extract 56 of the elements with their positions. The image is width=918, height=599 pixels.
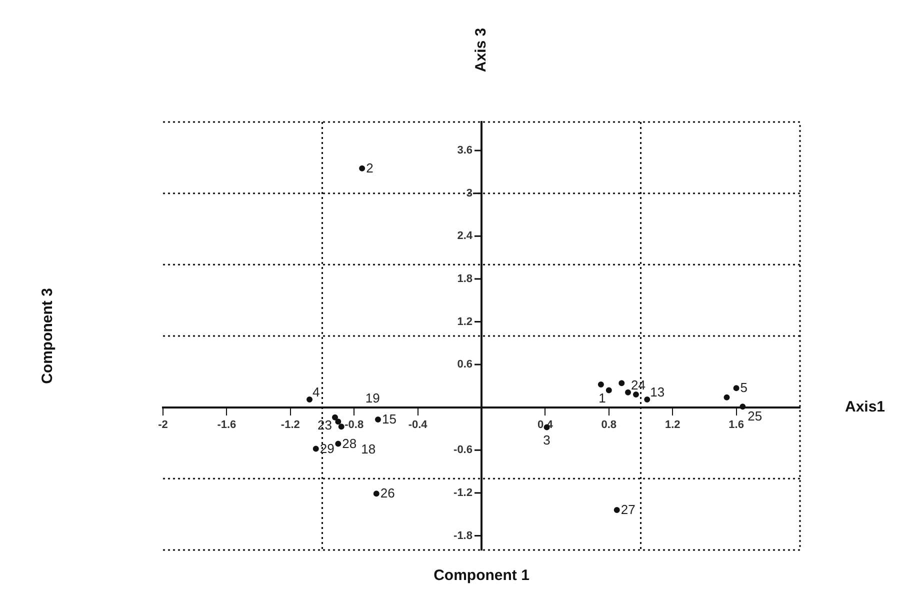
annotation: 26 [380,486,395,501]
x-tick-label: -0.4 [408,418,428,431]
annotation: 24 [631,377,646,392]
point [306,396,313,402]
text: Axis 3 [472,28,490,72]
point [632,391,639,398]
x-tick-label: 1.2 [664,418,680,431]
annotation: 15 [382,412,396,427]
y-tick-label: -1.8 [454,530,472,542]
annotation: 2 [366,160,374,176]
point [374,416,381,422]
annotation: 25 [748,408,762,424]
point [740,404,746,410]
point [644,396,650,402]
y-tick-label: 2.4 [457,230,474,242]
y-tick-label: 1.2 [457,316,472,328]
point [335,440,342,447]
annotation: 5 [740,380,748,396]
text: Axis1 [845,398,886,416]
x-tick-label: 0.8 [601,418,617,431]
x-tick-label: -2 [158,418,168,431]
annotation: 28 [342,436,357,451]
annotation: 3 [543,432,550,448]
annotation: 19 [365,390,380,406]
annotation: 4 [312,384,320,400]
y-tick-label: -0.6 [454,444,472,456]
point [614,507,620,514]
point [598,382,604,388]
y-tick-label: 0.6 [457,358,472,371]
y-tick-label: -1.2 [454,486,472,499]
point [359,165,366,172]
annotation: 29 [320,440,334,456]
y-tick-label: 3.6 [457,144,472,157]
x-axis-title: Component 1 [434,567,530,584]
annotation: 23 [318,417,332,432]
x-tick-label: -0.8 [344,418,364,431]
y-tick-label: 3 [466,187,472,200]
annotation: 1 [598,390,606,406]
point [625,389,632,396]
x-tick-label: 1.6 [728,418,744,431]
point [618,380,625,386]
x-tick-label: -1.6 [217,418,236,431]
point [733,385,740,392]
point [332,414,338,420]
point [312,446,319,452]
text: Component 3 [39,288,56,384]
point [338,424,344,430]
point [335,418,342,425]
point [606,387,612,394]
point [373,490,380,497]
annotation: 27 [620,502,636,518]
annotation: 18 [361,442,376,457]
y-tick-label: 1.8 [457,272,472,285]
point [724,394,730,400]
x-tick-label: -1.2 [280,418,300,431]
annotation: 13 [650,384,665,400]
